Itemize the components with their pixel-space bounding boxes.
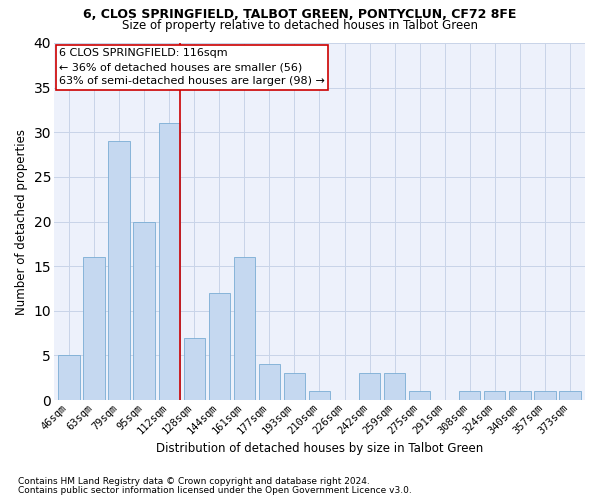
Bar: [133, 222, 155, 400]
Bar: [284, 374, 305, 400]
Text: 6 CLOS SPRINGFIELD: 116sqm
← 36% of detached houses are smaller (56)
63% of semi: 6 CLOS SPRINGFIELD: 116sqm ← 36% of deta…: [59, 48, 325, 86]
Bar: [109, 141, 130, 400]
Bar: [459, 391, 481, 400]
Bar: [233, 257, 255, 400]
Text: Contains public sector information licensed under the Open Government Licence v3: Contains public sector information licen…: [18, 486, 412, 495]
Bar: [83, 257, 104, 400]
Text: Size of property relative to detached houses in Talbot Green: Size of property relative to detached ho…: [122, 18, 478, 32]
X-axis label: Distribution of detached houses by size in Talbot Green: Distribution of detached houses by size …: [156, 442, 483, 455]
Bar: [259, 364, 280, 400]
Bar: [409, 391, 430, 400]
Bar: [309, 391, 330, 400]
Bar: [509, 391, 530, 400]
Bar: [484, 391, 505, 400]
Y-axis label: Number of detached properties: Number of detached properties: [15, 128, 28, 314]
Bar: [534, 391, 556, 400]
Text: 6, CLOS SPRINGFIELD, TALBOT GREEN, PONTYCLUN, CF72 8FE: 6, CLOS SPRINGFIELD, TALBOT GREEN, PONTY…: [83, 8, 517, 20]
Bar: [209, 293, 230, 400]
Bar: [184, 338, 205, 400]
Bar: [384, 374, 405, 400]
Bar: [158, 124, 180, 400]
Text: Contains HM Land Registry data © Crown copyright and database right 2024.: Contains HM Land Registry data © Crown c…: [18, 477, 370, 486]
Bar: [359, 374, 380, 400]
Bar: [58, 356, 80, 400]
Bar: [559, 391, 581, 400]
